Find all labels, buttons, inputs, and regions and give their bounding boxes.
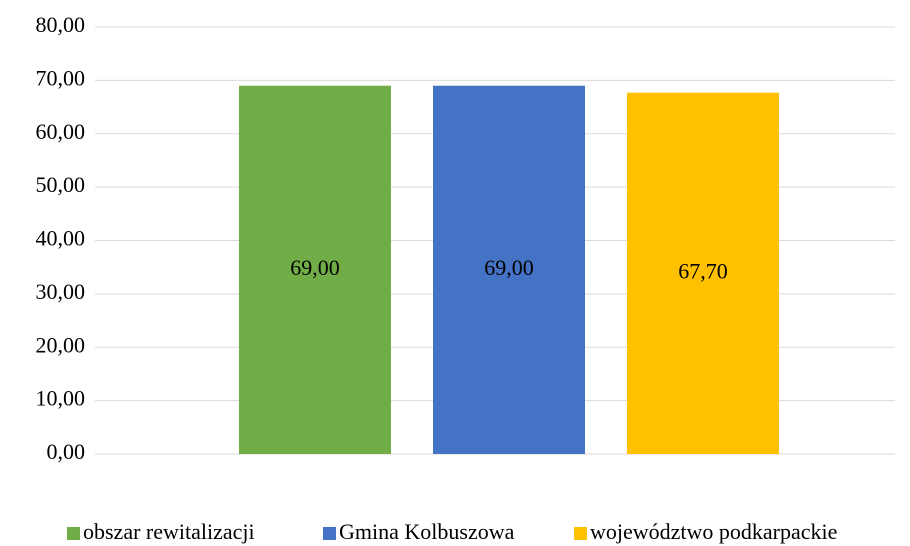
y-tick-label: 80,00 xyxy=(36,12,86,37)
y-tick-label: 50,00 xyxy=(36,172,86,197)
bar xyxy=(433,85,585,455)
y-tick-label: 20,00 xyxy=(36,332,86,357)
legend-swatch xyxy=(67,527,80,540)
legend-label: Gmina Kolbuszowa xyxy=(339,519,515,544)
y-tick-label: 30,00 xyxy=(36,279,86,304)
legend-label: województwo podkarpackie xyxy=(590,519,837,544)
y-tick-label: 0,00 xyxy=(47,439,86,464)
bar xyxy=(627,92,779,455)
y-tick-label: 40,00 xyxy=(36,226,86,251)
data-label: 67,70 xyxy=(678,258,728,283)
legend-swatch xyxy=(323,527,336,540)
legend-swatch xyxy=(574,527,587,540)
y-tick-label: 70,00 xyxy=(36,65,86,90)
bar xyxy=(239,85,391,455)
y-tick-label: 60,00 xyxy=(36,119,86,144)
legend-label: obszar rewitalizacji xyxy=(83,519,255,544)
data-label: 69,00 xyxy=(290,255,340,280)
data-label: 69,00 xyxy=(484,255,534,280)
y-tick-label: 10,00 xyxy=(36,386,86,411)
